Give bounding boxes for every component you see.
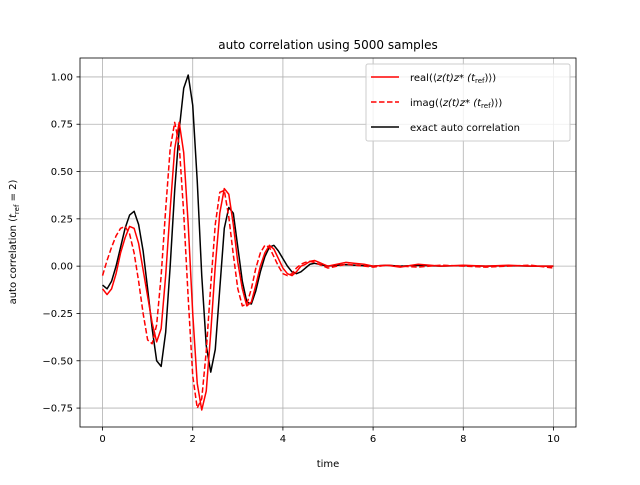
legend: real(⟨z(t)z* (tref)⟩) imag(⟨z(t)z* (tref… — [365, 63, 571, 142]
y-tick-label: 0.25 — [51, 214, 73, 225]
legend-imag-suffix: )⟩) — [491, 98, 503, 109]
legend-label-real: real(⟨z(t)z* (tref)⟩) — [410, 73, 496, 85]
series-real-line — [101, 121, 554, 411]
plot-frame — [79, 57, 577, 428]
y-tick-label: 1.00 — [51, 72, 73, 83]
x-tick-label: 10 — [547, 434, 560, 445]
legend-real-prefix: real(⟨ — [410, 73, 437, 84]
legend-imag-prefix: imag(⟨ — [410, 98, 443, 109]
y-axis-label-suffix: = 2) — [8, 179, 19, 204]
chart-title: auto correlation using 5000 samples — [218, 38, 438, 52]
y-axis-label-sub: ref — [13, 204, 21, 214]
legend-label-exact: exact auto correlation — [410, 123, 520, 134]
x-tick-label: 8 — [460, 434, 466, 445]
legend-imag-mid: z(t)z* (t — [442, 98, 482, 109]
y-tick-label: −0.75 — [42, 404, 73, 415]
legend-real-suffix: )⟩) — [485, 73, 497, 84]
x-tick-label: 0 — [99, 434, 105, 445]
y-axis-label-prefix: auto correlation ( — [8, 218, 19, 305]
x-tick-label: 6 — [370, 434, 376, 445]
x-tick-label: 2 — [190, 434, 196, 445]
axis-ticks: 0 2 4 6 8 10 −0.75 −0.50 −0.25 0.00 0.25 0.50 0.75 1.… — [42, 72, 559, 445]
series-lines — [101, 74, 554, 411]
x-tick-label: 4 — [280, 434, 286, 445]
legend-real-sub: ref — [475, 77, 485, 85]
x-axis-label: time — [317, 459, 340, 470]
legend-box — [365, 63, 571, 142]
series-imag-line — [101, 121, 554, 409]
legend-label-imag: imag(⟨z(t)z* (tref)⟩) — [410, 98, 502, 110]
y-tick-label: −0.50 — [42, 356, 73, 367]
y-axis-label-t: t — [8, 213, 19, 218]
y-tick-label: 0.50 — [51, 167, 73, 178]
legend-real-mid: z(t)z* (t — [436, 73, 476, 84]
y-axis-label: auto correlation (tref = 2) — [8, 179, 21, 304]
y-tick-label: 0.00 — [51, 262, 73, 273]
legend-imag-sub: ref — [481, 102, 491, 110]
y-tick-label: −0.25 — [42, 309, 73, 320]
y-tick-label: 0.75 — [51, 120, 73, 131]
